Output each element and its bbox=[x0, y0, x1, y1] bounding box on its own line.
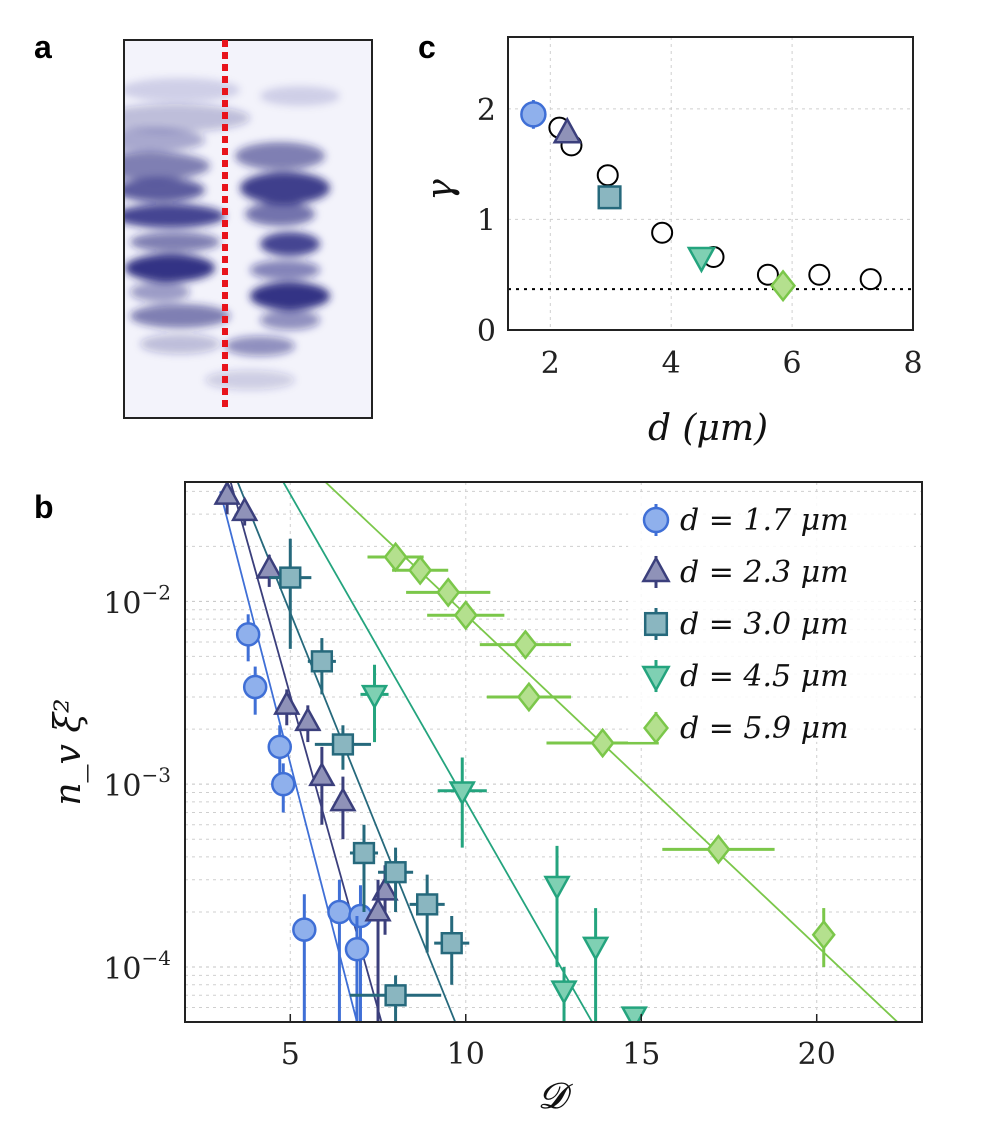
data-point bbox=[516, 681, 541, 713]
panel-letter-b: b bbox=[34, 489, 54, 525]
data-point bbox=[230, 496, 259, 522]
data-point bbox=[620, 1006, 648, 1022]
data-point bbox=[294, 706, 322, 732]
panel-b-frame bbox=[184, 481, 923, 1023]
gamma-point bbox=[552, 116, 582, 144]
gamma-point bbox=[597, 185, 622, 210]
panel-c-ylabel: γ bbox=[420, 179, 461, 201]
panel-b-ylabel: n_v ξ² bbox=[48, 698, 89, 805]
open-circle-point bbox=[596, 164, 619, 187]
data-point bbox=[384, 984, 407, 1007]
data-point bbox=[360, 684, 389, 710]
data-point bbox=[255, 553, 283, 579]
data-point bbox=[550, 980, 578, 1006]
y-tick-label: 1 bbox=[477, 203, 496, 238]
panel-c-xlabel: d (μm) bbox=[648, 408, 768, 449]
legend-label: d = 3.0 μm bbox=[680, 607, 849, 642]
data-point bbox=[327, 899, 352, 925]
y-tick-label: 2 bbox=[477, 93, 496, 128]
data-point bbox=[384, 861, 407, 884]
data-point bbox=[329, 786, 357, 812]
data-point bbox=[213, 482, 241, 505]
data-point bbox=[706, 834, 731, 865]
fit-line bbox=[282, 482, 593, 1022]
panel-a-image bbox=[123, 39, 373, 419]
gamma-point bbox=[770, 269, 797, 303]
data-point bbox=[310, 650, 334, 673]
gamma-point bbox=[686, 246, 717, 274]
y-tick-label: 10−4 bbox=[103, 946, 171, 987]
data-point bbox=[242, 674, 268, 700]
legend-marker bbox=[641, 555, 671, 583]
open-circle-point bbox=[756, 263, 779, 286]
x-tick-label: 2 bbox=[541, 346, 560, 381]
data-point bbox=[364, 896, 392, 922]
legend-label: d = 4.5 μm bbox=[680, 659, 849, 694]
data-point bbox=[440, 932, 463, 955]
data-point bbox=[436, 577, 461, 608]
data-point bbox=[235, 622, 261, 647]
panel-letter-c: c bbox=[418, 29, 436, 65]
legend: d = 1.7 μm d = 2.3 μm d = 3.0 μm d = 4.5 μm… bbox=[628, 492, 914, 746]
x-tick-label: 4 bbox=[662, 346, 681, 381]
data-point bbox=[279, 566, 302, 589]
panel-c-plot: 2 4 6 8 0 1 2 d (μm) γ bbox=[420, 36, 923, 449]
data-point bbox=[383, 541, 408, 573]
data-point bbox=[811, 919, 836, 951]
data-point bbox=[292, 917, 317, 942]
legend-marker bbox=[643, 711, 669, 745]
fit-line bbox=[219, 491, 358, 1022]
data-point bbox=[352, 841, 376, 865]
data-point bbox=[513, 629, 538, 660]
data-point bbox=[543, 875, 571, 901]
legend-marker bbox=[642, 506, 670, 534]
panel-a-frame bbox=[123, 39, 373, 419]
open-circle-point bbox=[651, 221, 674, 244]
data-point bbox=[416, 893, 439, 916]
panel-b-plot: 5 10 15 20 10−2 10−3 10−4 d = 1.7 μm d = 2.3 μ… bbox=[48, 481, 923, 1117]
y-tick-label: 10−2 bbox=[103, 580, 171, 621]
x-tick-label: 5 bbox=[281, 1037, 300, 1072]
legend-label: d = 5.9 μm bbox=[680, 711, 849, 746]
panel-letter-a: a bbox=[34, 29, 52, 65]
data-point bbox=[344, 937, 370, 962]
data-point bbox=[453, 600, 478, 631]
x-tick-label: 15 bbox=[622, 1037, 660, 1072]
data-point bbox=[408, 555, 433, 586]
legend-label: d = 2.3 μm bbox=[680, 555, 849, 590]
legend-marker bbox=[641, 665, 671, 693]
open-circle-point bbox=[808, 263, 831, 286]
legend-label: d = 1.7 μm bbox=[680, 503, 849, 538]
data-point bbox=[271, 771, 296, 797]
y-tick-label: 10−3 bbox=[103, 763, 171, 804]
data-point bbox=[273, 690, 301, 715]
panel-c-frame bbox=[507, 36, 914, 331]
data-point bbox=[448, 781, 476, 807]
legend-marker bbox=[643, 611, 669, 637]
legend-box bbox=[628, 492, 914, 742]
ylabel-text: n_v ξ² bbox=[48, 698, 89, 805]
gamma-point bbox=[520, 101, 547, 128]
x-tick-label: 20 bbox=[798, 1037, 836, 1072]
y-tick-label: 0 bbox=[477, 314, 496, 349]
data-point bbox=[590, 727, 615, 759]
data-point bbox=[267, 734, 293, 760]
data-point bbox=[581, 936, 610, 962]
density-image bbox=[124, 78, 340, 390]
x-tick-label: 8 bbox=[903, 346, 922, 381]
x-tick-label: 10 bbox=[447, 1037, 485, 1072]
open-circle-point bbox=[859, 268, 882, 291]
x-tick-label: 6 bbox=[783, 346, 802, 381]
data-point bbox=[308, 761, 336, 787]
panel-b-xlabel: 𝓓 bbox=[538, 1076, 573, 1117]
data-point bbox=[331, 733, 355, 756]
